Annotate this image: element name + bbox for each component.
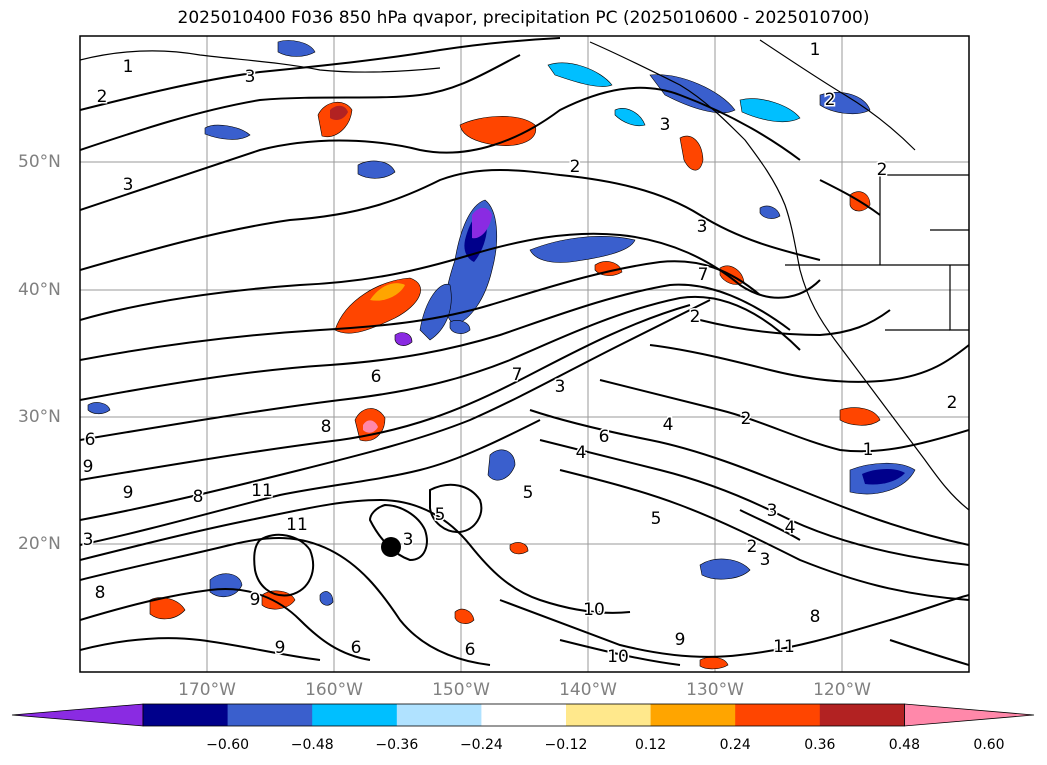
lat-label-50n: 50°N xyxy=(18,152,61,172)
colorbar-tick-label: −0.24 xyxy=(459,737,503,753)
colorbar-segment xyxy=(396,704,482,726)
contour-label: 5 xyxy=(651,509,662,529)
contour-label: 10 xyxy=(583,600,605,620)
lon-label-170w: 170°W xyxy=(178,680,236,700)
colorbar-tick-label: 0.48 xyxy=(888,737,920,753)
contour-label: 9 xyxy=(83,457,94,477)
colorbar-segment xyxy=(143,704,229,726)
contour-label: 2 xyxy=(747,537,758,557)
colorbar-extend-max xyxy=(904,703,1035,727)
colorbar-segment xyxy=(819,704,905,726)
contour-label: 3 xyxy=(403,530,414,550)
contour-label: 11 xyxy=(286,515,308,535)
contour-label: 1 xyxy=(123,57,134,77)
colorbar-tick-label: −0.48 xyxy=(290,737,334,753)
contour-label: 3 xyxy=(760,550,771,570)
contour-label: 9 xyxy=(250,590,261,610)
colorbar-segment xyxy=(566,704,652,726)
contour-label: 9 xyxy=(275,638,286,658)
contour-label: 8 xyxy=(321,417,332,437)
contour-label: 3 xyxy=(697,217,708,237)
contour-label: 6 xyxy=(85,430,96,450)
contour-label: 2 xyxy=(690,307,701,327)
contour-label: 3 xyxy=(123,175,134,195)
colorbar-segment xyxy=(312,704,398,726)
contour-label: 8 xyxy=(810,607,821,627)
contour-label: 5 xyxy=(523,483,534,503)
qvapor-contours xyxy=(80,37,969,666)
contour-label: 2 xyxy=(825,90,836,110)
contour-label: 11 xyxy=(773,637,795,657)
colorbar-tick-label: 0.24 xyxy=(719,737,751,753)
colorbar-extend-min xyxy=(11,703,144,727)
colorbar-tick-label: −0.12 xyxy=(544,737,588,753)
contour-label: 2 xyxy=(947,393,958,413)
colorbar-tick-label: 0.60 xyxy=(973,737,1005,753)
map-title: 2025010400 F036 850 hPa qvapor, precipit… xyxy=(177,8,870,28)
lon-label-130w: 130°W xyxy=(686,680,744,700)
colorbar-segment xyxy=(650,704,736,726)
contour-label: 2 xyxy=(741,409,752,429)
contour-label: 3 xyxy=(245,67,256,87)
contour-label: 1 xyxy=(863,440,874,460)
contour-label: 7 xyxy=(512,365,523,385)
map-frame xyxy=(79,35,970,673)
contour-label: 10 xyxy=(607,647,629,667)
lon-label-160w: 160°W xyxy=(305,680,363,700)
colorbar-segment xyxy=(735,704,821,726)
contour-label: 6 xyxy=(351,638,362,658)
lon-label-140w: 140°W xyxy=(559,680,617,700)
colorbar-tick-label: 0.36 xyxy=(804,737,836,753)
coastlines xyxy=(80,39,969,511)
cyclone-marker xyxy=(381,537,401,557)
colorbar-outline xyxy=(142,703,905,727)
colorbar-tick-label: −0.36 xyxy=(375,737,419,753)
contour-label: 4 xyxy=(785,518,796,538)
contour-label: 9 xyxy=(123,483,134,503)
contour-label: 2 xyxy=(570,157,581,177)
contour-label: 2 xyxy=(877,160,888,180)
lon-label-150w: 150°W xyxy=(432,680,490,700)
contour-label: 3 xyxy=(555,377,566,397)
contour-label: 11 xyxy=(251,481,273,501)
contour-label: 7 xyxy=(698,265,709,285)
contour-label: 5 xyxy=(435,505,446,525)
colorbar-tick-label: −0.60 xyxy=(206,737,250,753)
lon-label-120w: 120°W xyxy=(813,680,871,700)
precipitation-shading xyxy=(87,40,916,670)
colorbar-tick-label: 0.12 xyxy=(635,737,667,753)
contour-label: 8 xyxy=(95,583,106,603)
colorbar xyxy=(11,703,1035,727)
contour-label: 1 xyxy=(810,40,821,60)
contour-label: 4 xyxy=(663,415,674,435)
contour-label: 3 xyxy=(767,501,778,521)
contour-label: 8 xyxy=(193,487,204,507)
contour-label: 2 xyxy=(97,87,108,107)
contour-label: 6 xyxy=(465,640,476,660)
contour-label: 6 xyxy=(371,367,382,387)
contour-label: 6 xyxy=(599,427,610,447)
contour-label: 4 xyxy=(576,443,587,463)
contour-label: 3 xyxy=(660,115,671,135)
colorbar-segment xyxy=(481,704,567,726)
colorbar-segment xyxy=(227,704,313,726)
lat-label-40n: 40°N xyxy=(18,280,61,300)
contour-label: 3 xyxy=(83,530,94,550)
contour-label: 9 xyxy=(675,630,686,650)
lat-label-20n: 20°N xyxy=(18,534,61,554)
lat-label-30n: 30°N xyxy=(18,407,61,427)
